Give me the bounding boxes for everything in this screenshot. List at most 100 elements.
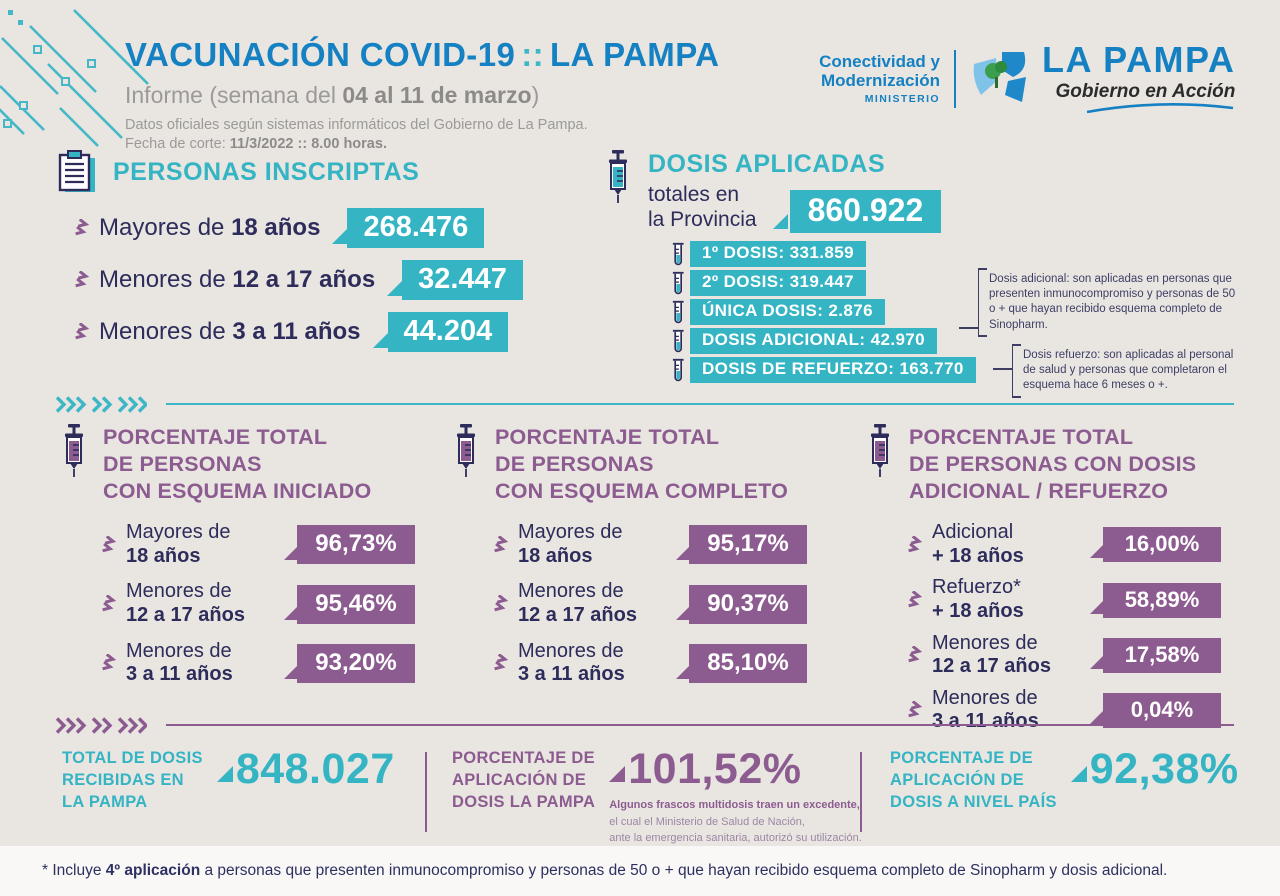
triangle-accent: [1090, 545, 1103, 559]
stat-row: Mayores de 18 años 95,17%: [494, 521, 834, 568]
title-line: TOTAL DE DOSIS: [62, 749, 203, 767]
label-marker-icon: [75, 271, 89, 288]
footnote: * Incluye 4º aplicación a personas que p…: [42, 862, 1167, 880]
syringe-icon: [457, 424, 475, 477]
value-badge: 268.476: [347, 208, 485, 248]
dosis-adicional-note-text: Dosis adicional: son aplicadas en person…: [989, 273, 1236, 331]
title-line: DE PERSONAS: [103, 452, 262, 477]
stat-row-label: Adicional + 18 años: [932, 521, 1090, 568]
section-divider-line: [166, 403, 1234, 405]
aplicacion-lapampa-stat: PORCENTAJE DE APLICACIÓN DE DOSIS LA PAM…: [452, 748, 939, 847]
dose-breakdown-list: 1º DOSIS: 331.859 2º DOSIS: 319.447 ÚNIC…: [670, 241, 976, 384]
value-badge: 90,37%: [689, 584, 807, 624]
label-bold-text: 3 a 11 años: [126, 663, 233, 686]
dose-badge: DOSIS DE REFUERZO: 163.770: [690, 357, 976, 384]
triangle-accent: [372, 333, 388, 348]
dosis-aplicadas-section: DOSIS APLICADAS totales en la Provincia …: [604, 150, 976, 384]
label-text: Menores de: [932, 631, 1038, 654]
syringe-icon: [609, 150, 627, 203]
logo-divider: [954, 49, 956, 108]
stat-row-label: Menores de 12 a 17 años: [932, 632, 1090, 679]
label-bold-text: 3 a 11 años: [232, 318, 361, 345]
stat-row: Adicional + 18 años 16,00%: [908, 521, 1254, 568]
personas-inscriptas-rows: Mayores de 18 años 268.476 Menores de 12…: [75, 208, 595, 352]
footer-band: * Incluye 4º aplicación a personas que p…: [0, 846, 1280, 896]
label-marker-icon: [494, 654, 508, 671]
dose-row: 2º DOSIS: 319.447: [670, 270, 976, 297]
triangle-accent: [284, 547, 297, 561]
title-line: DOSIS A NIVEL PAÍS: [890, 792, 1057, 811]
corner-decoration: [0, 9, 149, 147]
dosis-total-label-l1: totales en: [648, 183, 740, 206]
label-marker-icon: [908, 535, 922, 553]
label-bold-text: 12 a 17 años: [518, 604, 637, 627]
note-connector-line: [959, 327, 979, 329]
vial-icon: [672, 329, 684, 352]
stat-row: Refuerzo* + 18 años 58,89%: [908, 576, 1254, 623]
stat-row-label: Menores de 3 a 11 años: [932, 687, 1090, 734]
adicional-refuerzo-section: PORCENTAJE TOTAL DE PERSONAS CON DOSIS A…: [866, 424, 1254, 734]
label-text: Mayores de: [99, 214, 232, 241]
label-text: Adicional: [932, 521, 1014, 544]
label-text: Menores de: [932, 686, 1038, 709]
triangle-accent: [216, 766, 233, 782]
dosis-total-badge: 860.922: [789, 189, 942, 233]
section-title: PORCENTAJE TOTAL DE PERSONAS CON ESQUEMA…: [495, 424, 788, 505]
page-title-region: LA PAMPA: [549, 36, 720, 73]
stat-row-label: Mayores de 18 años: [518, 521, 676, 568]
label-text: Mayores de: [126, 521, 231, 544]
stat-row: Menores de 3 a 11 años 0,04%: [908, 687, 1254, 734]
value-badge: 95,46%: [297, 584, 415, 624]
stat-row: Menores de 12 a 17 años 95,46%: [102, 580, 432, 627]
stat-row: Mayores de 18 años 96,73%: [102, 521, 432, 568]
title-line: DE PERSONAS CON DOSIS: [909, 452, 1197, 477]
value-badge: 93,20%: [297, 643, 415, 683]
title-line: PORCENTAJE DE: [890, 749, 1033, 767]
ministry-line1: Conectividad y: [819, 51, 940, 71]
label-text: Mayores de: [518, 521, 623, 544]
title-line: CON ESQUEMA COMPLETO: [495, 479, 789, 504]
title-line: PORCENTAJE TOTAL: [103, 425, 328, 449]
dosis-total-label: totales en la Provincia: [648, 183, 757, 233]
note-connector-line: [993, 368, 1013, 370]
label-bold-text: 18 años: [126, 544, 201, 567]
cutoff-line: Fecha de corte: 11/3/2022 :: 8.00 horas.: [125, 135, 719, 154]
report-week-dates: 04 al 11 de marzo: [342, 82, 532, 108]
label-text: Menores de: [99, 266, 233, 293]
dosis-refuerzo-note: Dosis refuerzo: son aplicadas al persona…: [993, 344, 1249, 398]
chevrons-icon: [55, 717, 147, 734]
stat-row: Menores de 3 a 11 años 93,20%: [102, 640, 432, 687]
triangle-accent: [676, 606, 689, 620]
value-badge: 17,58%: [1103, 637, 1221, 673]
value-badge: 44.204: [387, 312, 509, 352]
triangle-accent: [284, 665, 297, 679]
page-title: VACUNACIÓN COVID-19:: LA PAMPA: [125, 36, 719, 74]
title-line: PORCENTAJE DE: [452, 749, 595, 767]
lapampa-logo-icon: [973, 51, 1026, 102]
dose-badge: ÚNICA DOSIS: 2.876: [690, 299, 885, 326]
dose-badge: DOSIS ADICIONAL: 42.970: [690, 328, 938, 355]
clipboard-icon: [58, 150, 95, 192]
triangle-accent: [676, 547, 689, 561]
label-bold-text: + 18 años: [932, 600, 1024, 623]
dosis-aplicadas-header: DOSIS APLICADAS totales en la Provincia …: [604, 150, 976, 233]
vial-icon: [672, 271, 684, 294]
syringe-icon: [871, 424, 889, 477]
title-line: RECIBIDAS EN: [62, 770, 184, 789]
value-badge: 16,00%: [1103, 527, 1221, 563]
label-marker-icon: [102, 654, 116, 671]
lapampa-brand-block: LA PAMPA Gobierno en Acción: [1042, 42, 1235, 115]
dose-row: DOSIS DE REFUERZO: 163.770: [670, 357, 976, 384]
dose-row: DOSIS ADICIONAL: 42.970: [670, 328, 976, 355]
dose-row: 1º DOSIS: 331.859: [670, 241, 976, 268]
label-bold-text: 3 a 11 años: [932, 710, 1039, 733]
stat-title: PORCENTAJE DE APLICACIÓN DE DOSIS A NIVE…: [890, 748, 1057, 813]
title-line: DOSIS LA PAMPA: [452, 792, 596, 811]
triangle-accent: [609, 766, 626, 782]
title-line: APLICACIÓN DE: [890, 770, 1025, 789]
chevrons-icon: [55, 396, 147, 413]
esquema-iniciado-header: PORCENTAJE TOTAL DE PERSONAS CON ESQUEMA…: [60, 424, 432, 505]
title-line: APLICACIÓN DE: [452, 770, 587, 789]
tagline-swoosh: [1087, 103, 1234, 114]
stat-value: 848.027: [235, 745, 395, 793]
